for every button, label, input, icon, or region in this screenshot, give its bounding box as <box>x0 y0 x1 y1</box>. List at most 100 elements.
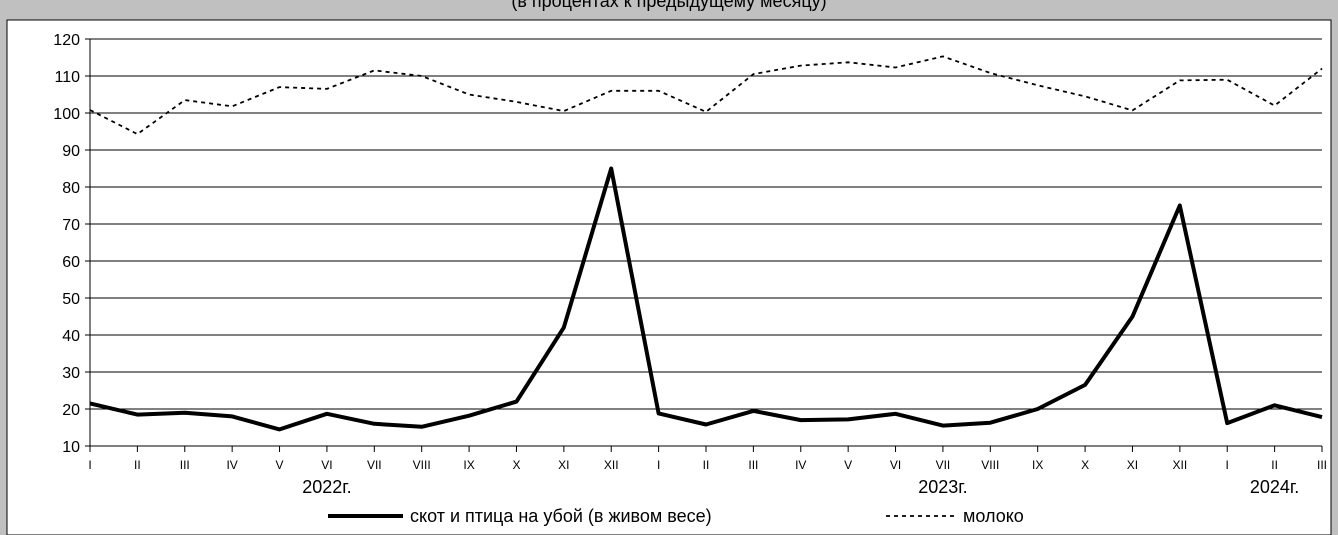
data-point-s0 <box>848 419 849 420</box>
y-tick-label: 10 <box>62 439 80 456</box>
x-tick-label: I <box>1226 458 1229 472</box>
series-line-0 <box>89 166 1323 432</box>
data-point-s0 <box>374 423 375 424</box>
data-point-s1 <box>1322 68 1323 69</box>
data-point-s0 <box>232 416 233 417</box>
year-label: 2024г. <box>1250 477 1299 497</box>
x-tick-label: IX <box>463 458 474 472</box>
year-label: 2022г. <box>302 477 351 497</box>
data-point-s0 <box>184 412 185 413</box>
x-tick-label: VIII <box>413 458 431 472</box>
x-tick-label: III <box>748 458 758 472</box>
y-tick-label: 90 <box>62 143 80 160</box>
x-tick-label: XI <box>558 458 569 472</box>
data-point-s0 <box>895 413 896 414</box>
data-point-s1 <box>990 73 991 74</box>
x-tick-label: XII <box>604 458 619 472</box>
y-tick-label: 110 <box>54 69 80 86</box>
data-point-s1 <box>326 88 327 89</box>
data-point-s1 <box>1274 105 1275 106</box>
x-tick-label: IV <box>226 458 237 472</box>
x-tick-label: II <box>134 458 141 472</box>
data-point-s0 <box>421 426 422 427</box>
year-label: 2023г. <box>918 477 967 497</box>
data-point-s0 <box>1132 316 1133 317</box>
y-tick-label: 80 <box>62 180 80 197</box>
data-point-s1 <box>469 94 470 95</box>
data-point-s1 <box>421 76 422 77</box>
data-point-s1 <box>516 101 517 102</box>
data-point-s0 <box>326 413 327 414</box>
y-tick-label: 100 <box>53 106 80 123</box>
data-point-s0 <box>1085 384 1086 385</box>
data-point-s0 <box>279 429 280 430</box>
data-point-s1 <box>658 90 659 91</box>
y-tick-label: 20 <box>62 402 80 419</box>
x-tick-label: II <box>703 458 710 472</box>
data-point-s0 <box>1037 409 1038 410</box>
y-tick-label: 120 <box>53 32 80 49</box>
x-tick-label: IX <box>1032 458 1043 472</box>
data-point-s0 <box>753 410 754 411</box>
data-point-s1 <box>753 74 754 75</box>
data-point-s0 <box>990 422 991 423</box>
x-tick-label: XI <box>1127 458 1138 472</box>
y-tick-label: 40 <box>62 328 80 345</box>
data-point-s0 <box>611 168 612 169</box>
data-point-s1 <box>1227 79 1228 80</box>
data-point-s1 <box>563 111 564 112</box>
data-point-s1 <box>1085 96 1086 97</box>
x-tick-label: XII <box>1173 458 1188 472</box>
x-tick-label: II <box>1271 458 1278 472</box>
data-point-s0 <box>800 420 801 421</box>
x-tick-label: IV <box>795 458 806 472</box>
legend-label-0: скот и птица на убой (в живом весе) <box>410 506 712 526</box>
data-point-s0 <box>942 425 943 426</box>
data-point-s0 <box>137 414 138 415</box>
x-tick-label: X <box>1081 458 1089 472</box>
y-tick-label: 60 <box>62 254 80 271</box>
data-point-s0 <box>658 413 659 414</box>
data-point-s0 <box>563 327 564 328</box>
chart-header-fragment: (в процентах к предыдущему месяцу) <box>511 0 826 11</box>
data-point-s0 <box>516 401 517 402</box>
data-point-s1 <box>90 110 91 111</box>
x-tick-label: VII <box>367 458 382 472</box>
y-tick-label: 30 <box>62 365 80 382</box>
data-point-s1 <box>1037 85 1038 86</box>
x-tick-label: I <box>88 458 91 472</box>
series-line-1 <box>89 55 1323 136</box>
x-tick-label: V <box>276 458 284 472</box>
data-point-s1 <box>611 90 612 91</box>
x-tick-label: VI <box>321 458 332 472</box>
legend-label-1: молоко <box>963 506 1024 526</box>
x-tick-label: I <box>657 458 660 472</box>
data-point-s1 <box>232 106 233 107</box>
data-point-s1 <box>374 70 375 71</box>
x-tick-label: VII <box>936 458 951 472</box>
data-point-s0 <box>1274 405 1275 406</box>
data-point-s1 <box>895 67 896 68</box>
data-point-s0 <box>1179 205 1180 206</box>
data-point-s1 <box>184 100 185 101</box>
data-point-s1 <box>942 56 943 57</box>
data-point-s0 <box>706 424 707 425</box>
data-point-s0 <box>1227 423 1228 424</box>
data-point-s1 <box>1179 80 1180 81</box>
data-point-s1 <box>848 62 849 63</box>
data-point-s0 <box>1322 417 1323 418</box>
data-point-s1 <box>137 134 138 135</box>
x-tick-label: VIII <box>981 458 999 472</box>
data-point-s1 <box>706 111 707 112</box>
x-tick-label: VI <box>890 458 901 472</box>
data-point-s1 <box>279 87 280 88</box>
x-tick-label: III <box>1317 458 1327 472</box>
data-point-s0 <box>469 415 470 416</box>
data-point-s0 <box>90 403 91 404</box>
data-point-s1 <box>1132 110 1133 111</box>
x-tick-label: III <box>180 458 190 472</box>
data-point-s1 <box>800 65 801 66</box>
x-tick-label: X <box>512 458 520 472</box>
